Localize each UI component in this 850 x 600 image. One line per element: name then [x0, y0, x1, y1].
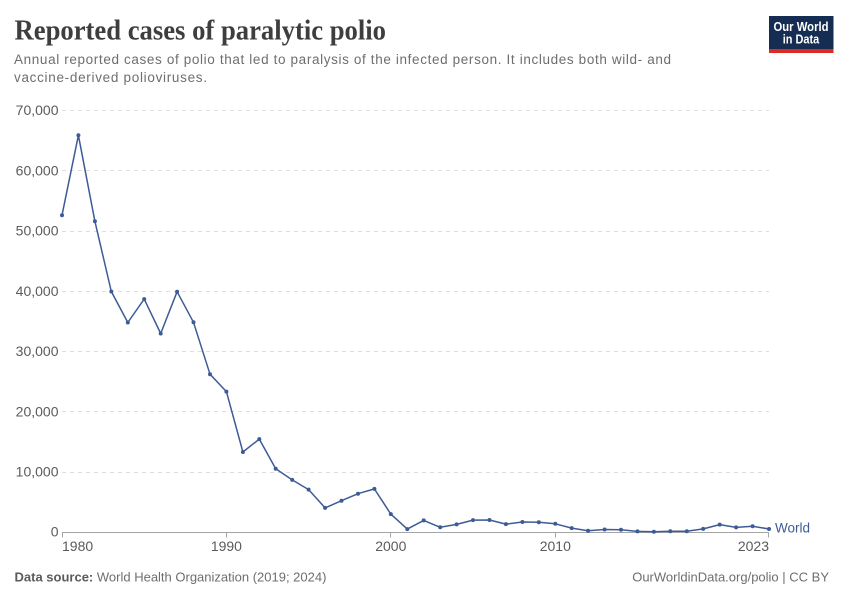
svg-text:2000: 2000: [375, 538, 406, 554]
svg-text:70,000: 70,000: [16, 102, 59, 118]
svg-text:Reported cases of paralytic po: Reported cases of paralytic polio: [15, 15, 387, 46]
svg-text:Annual reported cases of polio: Annual reported cases of polio that led …: [14, 52, 671, 67]
svg-text:30,000: 30,000: [16, 343, 59, 359]
svg-text:1980: 1980: [62, 538, 93, 554]
svg-text:50,000: 50,000: [16, 223, 59, 239]
svg-text:40,000: 40,000: [16, 283, 59, 299]
svg-text:10,000: 10,000: [16, 464, 59, 480]
svg-text:in Data: in Data: [783, 32, 820, 47]
svg-text:vaccine-derived polioviruses.: vaccine-derived polioviruses.: [14, 70, 207, 85]
svg-text:1990: 1990: [211, 538, 242, 554]
svg-text:World: World: [775, 521, 810, 536]
svg-text:60,000: 60,000: [16, 162, 59, 178]
svg-text:0: 0: [51, 524, 59, 540]
svg-text:Our World: Our World: [774, 19, 829, 34]
svg-text:Data source: World Health Orga: Data source: World Health Organization (…: [15, 570, 327, 585]
svg-text:2023: 2023: [738, 538, 769, 554]
svg-text:OurWorldinData.org/polio | CC: OurWorldinData.org/polio | CC BY: [632, 569, 829, 584]
svg-text:20,000: 20,000: [16, 403, 59, 419]
svg-text:2010: 2010: [540, 538, 571, 554]
